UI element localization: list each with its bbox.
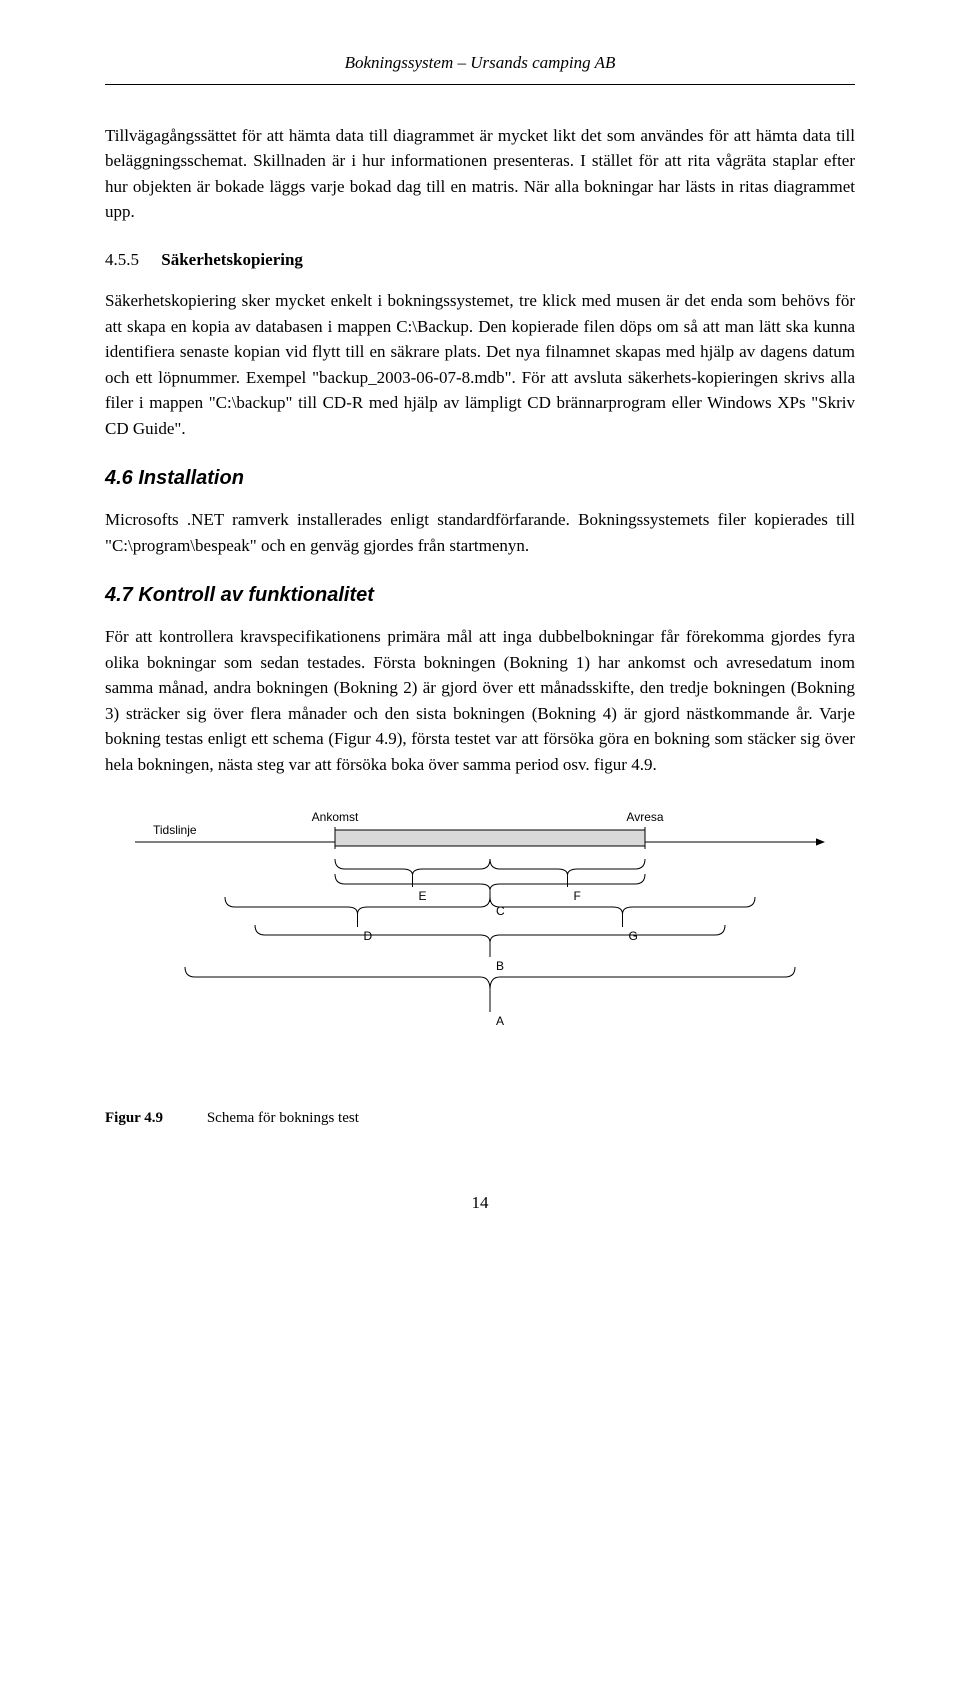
page-number: 14 (105, 1190, 855, 1216)
figure-4-9-diagram: Tidslinje Ankomst Avresa E F C D G B A (105, 807, 855, 1067)
running-header: Bokningssystem – Ursands camping AB (105, 50, 855, 76)
paragraph-46: Microsofts .NET ramverk installerades en… (105, 507, 855, 558)
svg-text:B: B (496, 959, 504, 973)
subsection-455-num: 4.5.5 (105, 250, 139, 269)
svg-text:F: F (574, 889, 581, 903)
subsection-455-title: Säkerhetskopiering (161, 250, 303, 269)
figure-caption-text: Schema för boknings test (207, 1110, 359, 1126)
svg-text:Ankomst: Ankomst (312, 810, 359, 824)
svg-text:Avresa: Avresa (626, 810, 663, 824)
svg-text:E: E (419, 889, 427, 903)
section-46-heading: 4.6 Installation (105, 463, 855, 493)
svg-text:A: A (496, 1014, 504, 1028)
svg-text:C: C (496, 904, 505, 918)
paragraph-intro: Tillvägagångssättet för att hämta data t… (105, 123, 855, 225)
svg-text:G: G (629, 929, 638, 943)
subsection-455-heading: 4.5.5 Säkerhetskopiering (105, 247, 855, 273)
header-rule (105, 84, 855, 85)
paragraph-47: För att kontrollera kravspecifikationens… (105, 624, 855, 777)
figure-4-9-caption: Figur 4.9 Schema för boknings test (105, 1107, 855, 1130)
svg-text:D: D (364, 929, 373, 943)
svg-text:Tidslinje: Tidslinje (153, 823, 197, 837)
timeline-bracket-svg: Tidslinje Ankomst Avresa E F C D G B A (130, 807, 830, 1067)
figure-label: Figur 4.9 (105, 1110, 163, 1126)
section-47-heading: 4.7 Kontroll av funktionalitet (105, 580, 855, 610)
paragraph-455: Säkerhetskopiering sker mycket enkelt i … (105, 288, 855, 441)
